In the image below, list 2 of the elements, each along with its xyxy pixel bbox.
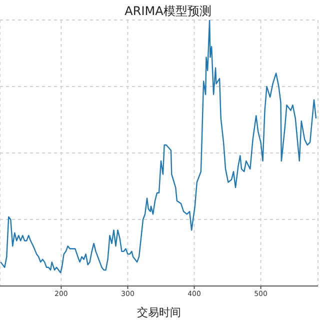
x-axis-title: 交易时间 [137,306,181,319]
chart-title: ARIMA模型预测 [124,3,212,20]
